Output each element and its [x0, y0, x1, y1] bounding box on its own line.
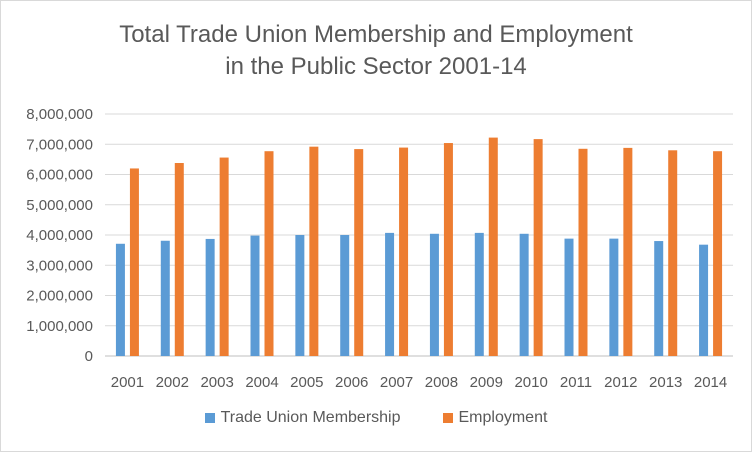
bar-employment-2013	[668, 150, 678, 356]
x-tick-label: 2001	[111, 374, 144, 391]
bar-trade-union-membership-2006	[340, 235, 350, 356]
y-tick-label: 3,000,000	[26, 257, 93, 274]
x-tick-label: 2014	[694, 374, 727, 391]
y-tick-label: 8,000,000	[26, 106, 93, 123]
x-tick-label: 2010	[514, 374, 547, 391]
x-tick-label: 2004	[245, 374, 278, 391]
bar-employment-2002	[174, 163, 184, 356]
bar-employment-2001	[129, 168, 139, 356]
legend-entry: Employment	[442, 409, 548, 427]
legend-label: Employment	[458, 409, 548, 426]
bar-employment-2009	[488, 137, 498, 356]
bar-trade-union-membership-2002	[160, 240, 170, 356]
legend-label: Trade Union Membership	[220, 409, 401, 426]
bar-trade-union-membership-2008	[429, 233, 439, 356]
y-tick-label: 0	[85, 348, 93, 365]
bar-employment-2014	[713, 151, 723, 356]
legend-swatch	[442, 413, 453, 423]
plot-area: 0 1,000,000 2,000,000 3,000,000 4,000,000 5,0…	[26, 106, 733, 391]
bar-trade-union-membership-2013	[654, 241, 664, 356]
bar-employment-2008	[443, 143, 453, 356]
bar-employment-2012	[623, 147, 633, 356]
chart-legend: Trade Union Membership Employment	[1, 409, 751, 427]
legend-entry: Trade Union Membership	[204, 409, 401, 427]
y-tick-label: 2,000,000	[26, 288, 93, 305]
bar-trade-union-membership-2004	[250, 235, 260, 356]
x-tick-label: 2013	[649, 374, 682, 391]
bar-employment-2011	[578, 148, 588, 356]
bar-trade-union-membership-2005	[295, 235, 305, 356]
x-tick-label: 2003	[200, 374, 233, 391]
x-tick-label: 2002	[156, 374, 189, 391]
legend-swatch	[204, 413, 215, 423]
bar-employment-2006	[354, 149, 364, 356]
bar-employment-2007	[399, 147, 409, 356]
x-tick-label: 2005	[290, 374, 323, 391]
x-tick-label: 2008	[425, 374, 458, 391]
bar-trade-union-membership-2012	[609, 238, 619, 356]
chart-title: Total Trade Union Membership and Employm…	[119, 21, 633, 80]
y-tick-label: 5,000,000	[26, 197, 93, 214]
y-tick-label: 7,000,000	[26, 136, 93, 153]
bar-trade-union-membership-2007	[385, 232, 395, 356]
x-tick-label: 2011	[560, 374, 592, 391]
bar-trade-union-membership-2001	[115, 243, 125, 356]
bar-employment-2005	[309, 146, 319, 356]
y-tick-label: 6,000,000	[26, 167, 93, 184]
y-tick-label: 4,000,000	[26, 227, 93, 244]
x-tick-label: 2012	[604, 374, 637, 391]
bar-employment-2010	[533, 139, 543, 356]
x-tick-label: 2007	[380, 374, 413, 391]
x-tick-label: 2009	[470, 374, 503, 391]
bar-trade-union-membership-2009	[474, 232, 484, 356]
bar-trade-union-membership-2014	[699, 244, 709, 356]
y-tick-label: 1,000,000	[26, 318, 93, 335]
bar-employment-2004	[264, 151, 274, 356]
bar-trade-union-membership-2003	[205, 238, 215, 356]
bar-trade-union-membership-2011	[564, 238, 574, 356]
bar-employment-2003	[219, 157, 229, 356]
bar-trade-union-membership-2010	[519, 233, 529, 356]
x-tick-label: 2006	[335, 374, 368, 391]
